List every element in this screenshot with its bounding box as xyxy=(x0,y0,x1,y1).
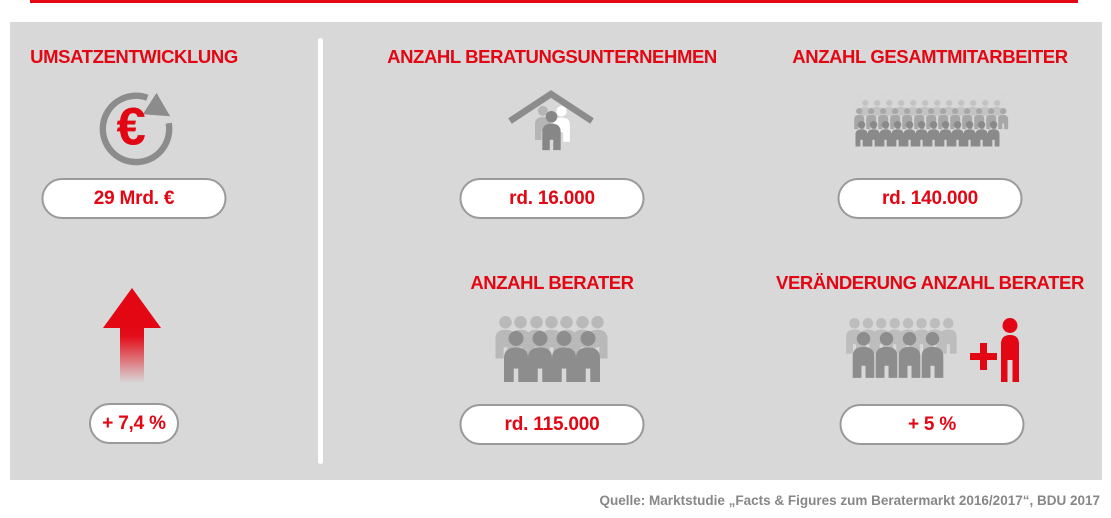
umsatz-value-pill: 29 Mrd. € xyxy=(41,178,227,219)
berater-value: rd. 115.000 xyxy=(504,413,600,435)
umsatz-change: + 7,4 % xyxy=(102,412,166,434)
veraenderung-value-pill: + 5 % xyxy=(839,404,1025,445)
company-house-icon xyxy=(507,90,595,154)
unternehmen-value: rd. 16.000 xyxy=(509,187,595,209)
umsatz-change-pill: + 7,4 % xyxy=(89,403,179,444)
mitarbeiter-value-pill: rd. 140.000 xyxy=(837,178,1023,219)
source-note: Quelle: Marktstudie „Facts & Figures zum… xyxy=(599,493,1100,508)
euro-cycle-icon: € xyxy=(95,86,177,168)
mitarbeiter-value: rd. 140.000 xyxy=(881,187,979,209)
accent-top-bar xyxy=(30,0,1078,3)
berater-title: ANZAHL BERATER xyxy=(470,272,634,293)
vertical-divider xyxy=(318,38,323,464)
svg-text:€: € xyxy=(116,98,145,157)
growth-arrow-icon xyxy=(103,288,161,384)
infographic-panel: UMSATZENTWICKLUNG € 29 Mrd. € + 7,4 % A xyxy=(10,22,1102,480)
consultant-plus-one-icon xyxy=(844,316,1024,382)
veraenderung-title: VERÄNDERUNG ANZAHL BERATER xyxy=(776,272,1084,293)
berater-value-pill: rd. 115.000 xyxy=(459,404,645,445)
umsatz-value: 29 Mrd. € xyxy=(93,187,175,209)
umsatz-title: UMSATZENTWICKLUNG xyxy=(30,46,238,67)
veraenderung-value: + 5 % xyxy=(907,413,957,435)
unternehmen-title: ANZAHL BERATUNGSUNTERNEHMEN xyxy=(387,46,717,67)
consultant-group-icon xyxy=(493,316,611,382)
unternehmen-value-pill: rd. 16.000 xyxy=(459,178,645,219)
employee-crowd-icon xyxy=(851,92,1009,154)
mitarbeiter-title: ANZAHL GESAMTMITARBEITER xyxy=(792,46,1068,67)
